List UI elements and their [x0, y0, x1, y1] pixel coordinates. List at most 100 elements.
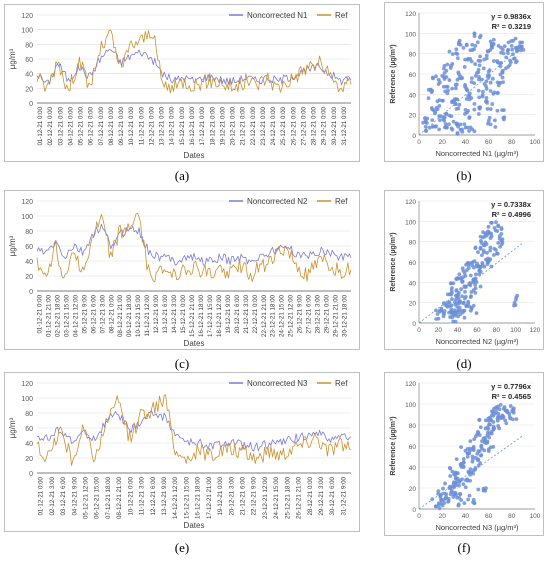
scatter-point — [448, 66, 453, 70]
scatter-point — [509, 43, 514, 48]
x-tick-label: 29-12-21 21:00 — [333, 294, 340, 337]
scatter-point — [468, 295, 473, 300]
y-tick-label: 0 — [29, 289, 33, 296]
scatter-point — [482, 264, 487, 269]
scatter-chart-b: 0 20 40 60 80 100 120 0 20 40 60 80 100 Noncorrected … — [390, 11, 541, 158]
scatter-point — [440, 503, 445, 508]
x-tick-label: 06-12-21 15:00 — [94, 476, 101, 519]
scatter-point — [463, 125, 468, 130]
scatter-point — [450, 86, 455, 91]
scatter-point — [472, 129, 477, 134]
scatter-point — [459, 287, 464, 291]
scatter-point — [473, 74, 478, 78]
x-tick-label: 60 — [485, 139, 493, 146]
scatter-point — [521, 48, 526, 52]
y-tick-label: 0 — [29, 471, 33, 478]
scatter-point — [488, 415, 492, 420]
y-tick-label: 120 — [405, 381, 416, 388]
scatter-point — [445, 300, 450, 305]
caption-c: (c) — [174, 356, 190, 371]
scatter-point — [461, 482, 466, 487]
scatter-point — [442, 309, 447, 313]
scatter-point — [458, 492, 463, 497]
scatter-point — [451, 119, 456, 124]
scatter-point — [457, 272, 462, 277]
scatter-point — [473, 272, 478, 277]
y-tick-label: 60 — [409, 260, 417, 267]
x-tick-label: 13-12-21 6:00 — [162, 294, 169, 333]
scatter-point — [466, 497, 470, 502]
x-tick-label: 80 — [508, 513, 516, 520]
y-tick-label: 20 — [409, 113, 417, 120]
scatter-point — [471, 471, 476, 476]
x-tick-label: 02-12-21 18:00 — [54, 294, 61, 337]
x-tick-label: 12-12-21 0:00 — [148, 106, 155, 145]
scatter-point — [442, 63, 447, 68]
scatter-point — [494, 248, 498, 252]
scatter-point — [458, 43, 463, 47]
scatter-point — [488, 107, 493, 111]
scatter-point — [514, 46, 519, 51]
scatter-point — [488, 248, 493, 253]
x-tick-label: 100 — [530, 139, 541, 146]
x-tick-label: 14-12-21 3:00 — [171, 294, 178, 333]
y-tick-label: 40 — [25, 72, 33, 79]
scatter-point — [456, 502, 461, 507]
x-tick-label: 07-12-21 0:00 — [98, 106, 105, 145]
scatter-point — [437, 104, 442, 108]
scatter-point — [495, 108, 500, 113]
scatter-point — [457, 483, 461, 488]
scatter-point — [457, 102, 462, 107]
scatter-point — [448, 492, 453, 497]
scatter-point — [484, 99, 489, 104]
scatter-point — [443, 122, 448, 126]
scatter-point — [461, 460, 466, 465]
scatter-point — [447, 49, 452, 54]
scatter-point — [512, 56, 517, 61]
x-tick-label: 21-12-21 0:00 — [240, 106, 247, 145]
x-tick-label: 19-12-21 0:00 — [219, 106, 226, 145]
scatter-point — [456, 314, 460, 319]
scatter-point — [461, 300, 466, 305]
scatter-point — [479, 443, 484, 448]
scatter-point — [488, 39, 493, 44]
scatter-point — [485, 49, 490, 54]
scatter-point — [471, 497, 476, 502]
scatter-point — [484, 79, 489, 84]
scatter-point — [488, 257, 493, 262]
scatter-point — [489, 231, 494, 236]
scatter-point — [485, 250, 489, 255]
x-tick-label: 08-12-21 21:00 — [117, 294, 124, 337]
scatter-point — [430, 118, 435, 123]
scatter-point — [455, 56, 460, 61]
scatter-point — [459, 463, 463, 468]
scatter-point — [496, 44, 501, 48]
scatter-point — [508, 404, 513, 408]
scatter-point — [456, 106, 461, 111]
x-tick-label: 29-12-21 0:00 — [321, 106, 328, 145]
scatter-point — [467, 97, 472, 102]
y-axis-label: µg/m³ — [8, 417, 17, 438]
scatter-point — [439, 308, 444, 312]
caption-a: (a) — [174, 168, 190, 183]
y-tick-label: 120 — [21, 199, 33, 206]
x-tick-label: 06-12-21 6:00 — [90, 294, 97, 333]
x-tick-label: 11-12-21 0:00 — [138, 106, 145, 145]
x-tick-label: 03-12-21 0:00 — [57, 106, 64, 145]
scatter-point — [465, 57, 470, 62]
x-tick-label: 05-12-21 9:00 — [81, 294, 88, 333]
scatter-point — [478, 54, 482, 59]
scatter-point — [488, 422, 492, 427]
scatter-point — [450, 52, 455, 57]
scatter-point — [495, 59, 500, 63]
regression-equation: y = 0.7796x — [491, 382, 532, 391]
scatter-point — [431, 124, 435, 129]
scatter-point — [486, 449, 491, 453]
x-tick-label: 0 — [417, 327, 421, 334]
x-tick-label: 12-12-21 9:00 — [153, 294, 160, 333]
scatter-point — [470, 459, 475, 464]
scatter-point — [478, 246, 483, 251]
x-tick-label: 27-12-21 6:00 — [306, 294, 313, 333]
scatter-point — [444, 112, 449, 116]
y-tick-label: 60 — [25, 57, 33, 64]
